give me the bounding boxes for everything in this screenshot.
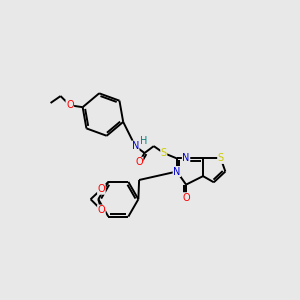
Text: O: O bbox=[182, 193, 190, 203]
Text: O: O bbox=[66, 100, 74, 110]
Text: N: N bbox=[132, 141, 139, 151]
Text: O: O bbox=[98, 184, 105, 194]
Text: H: H bbox=[140, 136, 147, 146]
Text: N: N bbox=[173, 167, 181, 176]
Text: O: O bbox=[135, 157, 143, 167]
Text: O: O bbox=[98, 205, 105, 215]
Text: N: N bbox=[182, 153, 190, 164]
Text: S: S bbox=[218, 153, 224, 164]
Text: S: S bbox=[161, 148, 167, 158]
